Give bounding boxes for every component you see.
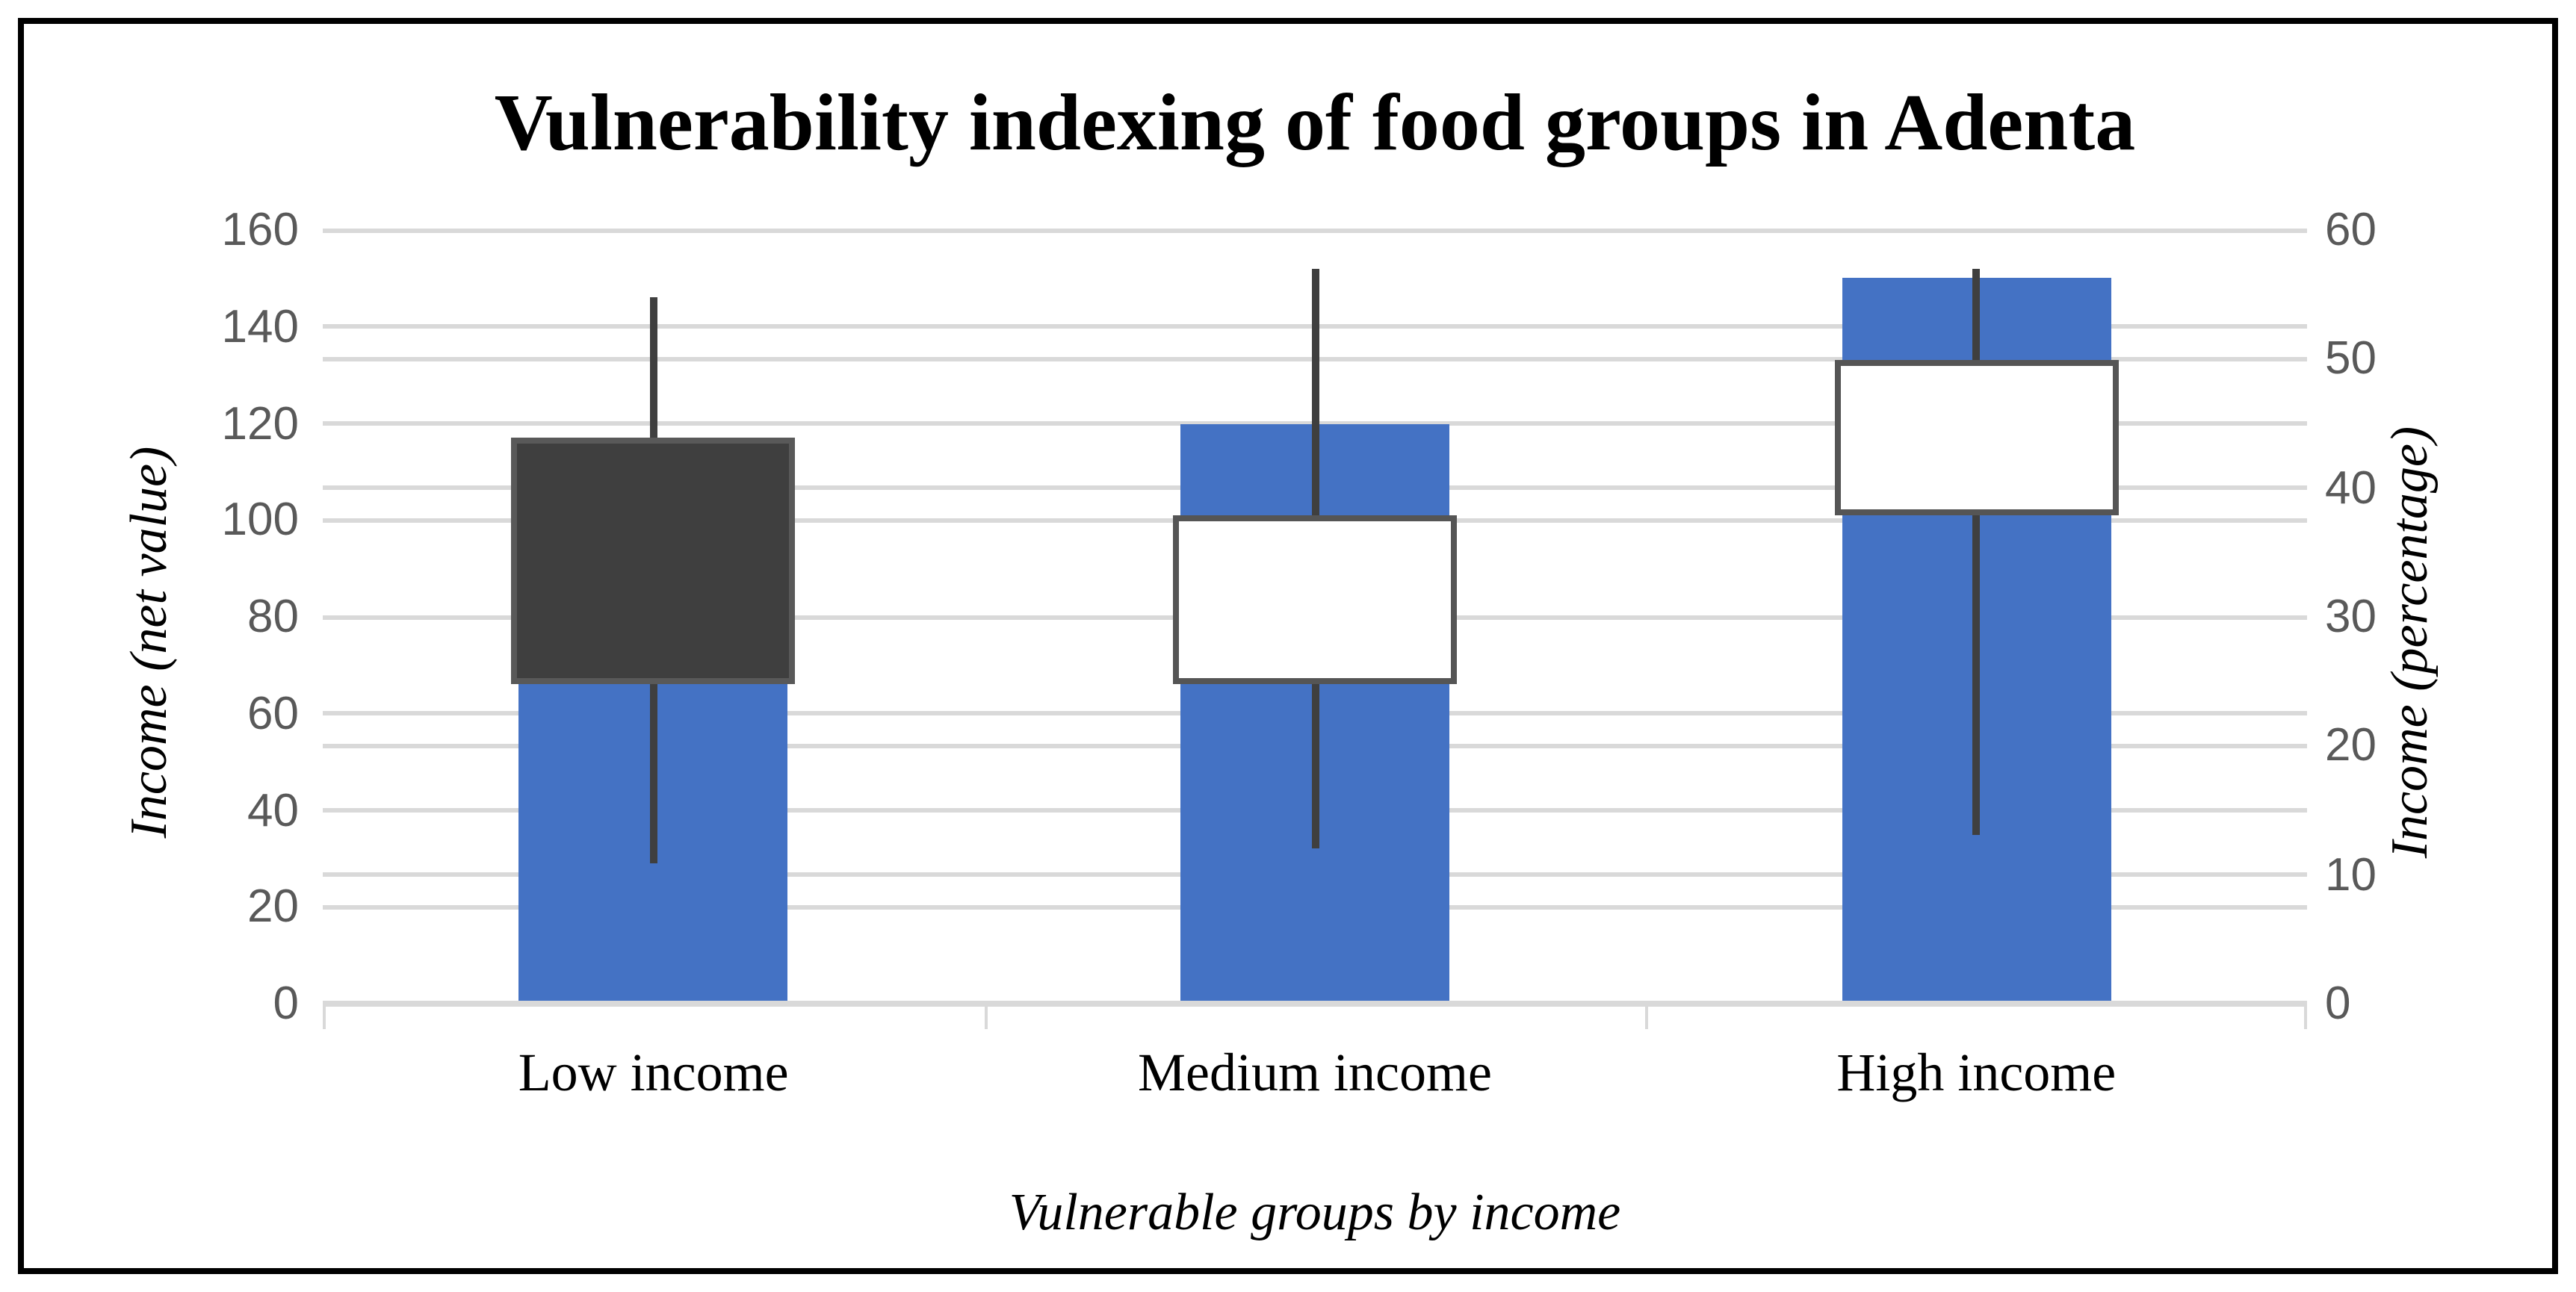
- left-tick-label-0: 0: [273, 977, 300, 1029]
- plot-area: Low income Medium income High income: [323, 228, 2307, 1102]
- box-low-income: [511, 438, 796, 685]
- left-tick-label-40: 40: [247, 783, 299, 836]
- x-axis-tick: [2304, 1007, 2307, 1029]
- gridline-left-160: [323, 228, 2307, 232]
- right-tick-label-20: 20: [2325, 718, 2377, 771]
- whisker-upper-medium-income: [1311, 268, 1319, 515]
- whisker-lower-high-income: [1972, 515, 1981, 835]
- right-tick-label-30: 30: [2325, 590, 2377, 642]
- right-tick-label-50: 50: [2325, 332, 2377, 385]
- left-axis-title: Income (net value): [120, 446, 178, 839]
- left-tick-label-140: 140: [221, 299, 299, 352]
- right-tick-label-10: 10: [2325, 848, 2377, 901]
- box-high-income: [1834, 360, 2119, 515]
- category-label-medium-income: Medium income: [1138, 1043, 1492, 1102]
- right-tick-label-0: 0: [2325, 977, 2351, 1029]
- right-tick-label-60: 60: [2325, 203, 2377, 255]
- whisker-upper-low-income: [649, 297, 657, 438]
- category-label-high-income: High income: [1836, 1043, 2117, 1102]
- right-axis-title: Income (percentage): [2380, 426, 2439, 859]
- whisker-lower-medium-income: [1311, 684, 1319, 849]
- figure-border: Vulnerability indexing of food groups in…: [18, 18, 2558, 1274]
- left-tick-label-120: 120: [221, 397, 299, 449]
- left-tick-label-100: 100: [221, 493, 299, 546]
- left-tick-label-60: 60: [247, 686, 299, 739]
- whisker-lower-low-income: [649, 684, 657, 864]
- x-axis-tick: [1645, 1007, 1649, 1029]
- left-tick-label-80: 80: [247, 590, 299, 642]
- chart-title: Vulnerability indexing of food groups in…: [494, 78, 2136, 167]
- x-axis-tick: [323, 1007, 326, 1029]
- x-axis-title: Vulnerable groups by income: [1009, 1183, 1621, 1241]
- category-label-low-income: Low income: [518, 1043, 789, 1102]
- left-tick-label-20: 20: [247, 880, 299, 933]
- x-axis-tick: [984, 1007, 988, 1029]
- left-tick-label-160: 160: [221, 203, 299, 255]
- right-tick-label-40: 40: [2325, 461, 2377, 514]
- box-medium-income: [1173, 515, 1457, 685]
- whisker-upper-high-income: [1972, 268, 1981, 361]
- x-axis-line: [323, 1001, 2307, 1007]
